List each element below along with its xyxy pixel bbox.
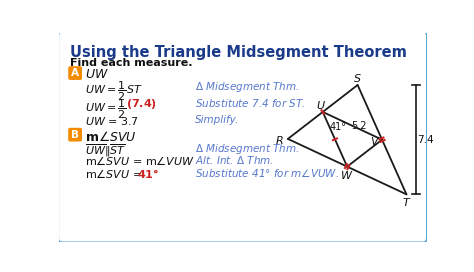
FancyBboxPatch shape bbox=[69, 128, 82, 141]
Text: m$\angle\mathit{SVU}$: m$\angle\mathit{SVU}$ bbox=[85, 130, 137, 144]
Text: $\mathbf{41°}$: $\mathbf{41°}$ bbox=[137, 167, 159, 180]
Text: A: A bbox=[71, 68, 79, 78]
Text: Find each measure.: Find each measure. bbox=[70, 58, 192, 68]
Text: 5.2: 5.2 bbox=[351, 121, 366, 131]
Text: $V$: $V$ bbox=[370, 135, 380, 147]
Text: $\Delta$ Midsegment Thm.: $\Delta$ Midsegment Thm. bbox=[195, 142, 300, 156]
Text: Substitute 7.4 for $\mathit{ST}$.: Substitute 7.4 for $\mathit{ST}$. bbox=[195, 97, 306, 109]
Text: Substitute 41° for m$\angle\mathit{VUW}$.: Substitute 41° for m$\angle\mathit{VUW}$… bbox=[195, 167, 339, 179]
Text: $T$: $T$ bbox=[401, 196, 411, 208]
Text: 7.4: 7.4 bbox=[418, 135, 434, 145]
Text: $S$: $S$ bbox=[353, 72, 362, 84]
Text: $\mathit{UW} = \dfrac{1}{2}$: $\mathit{UW} = \dfrac{1}{2}$ bbox=[85, 97, 127, 121]
Text: Alt. Int. $\Delta$ Thm.: Alt. Int. $\Delta$ Thm. bbox=[195, 154, 273, 166]
Text: $U$: $U$ bbox=[316, 99, 326, 111]
Text: 41°: 41° bbox=[330, 122, 347, 132]
Text: $R$: $R$ bbox=[275, 134, 283, 146]
Text: $\mathit{UW}$ = 3.7: $\mathit{UW}$ = 3.7 bbox=[85, 115, 138, 127]
Text: $W$: $W$ bbox=[340, 169, 354, 181]
Text: $\mathit{UW} = \dfrac{1}{2}\mathit{ST}$: $\mathit{UW} = \dfrac{1}{2}\mathit{ST}$ bbox=[85, 80, 143, 103]
Text: Simplify.: Simplify. bbox=[195, 115, 239, 125]
Text: $\mathit{UW}$: $\mathit{UW}$ bbox=[85, 68, 109, 81]
FancyBboxPatch shape bbox=[69, 67, 82, 79]
Text: Using the Triangle Midsegment Theorem: Using the Triangle Midsegment Theorem bbox=[70, 45, 407, 60]
Text: $\Delta$ Midsegment Thm.: $\Delta$ Midsegment Thm. bbox=[195, 80, 300, 94]
FancyBboxPatch shape bbox=[58, 31, 428, 243]
Text: $\mathbf{(7.4)}$: $\mathbf{(7.4)}$ bbox=[126, 97, 157, 111]
Text: m$\angle\mathit{SVU}$ =: m$\angle\mathit{SVU}$ = bbox=[85, 167, 143, 180]
Text: B: B bbox=[71, 130, 79, 140]
Text: m$\angle\mathit{SVU}$ = m$\angle\mathit{VUW}$: m$\angle\mathit{SVU}$ = m$\angle\mathit{… bbox=[85, 154, 195, 167]
Text: $\overline{\mathit{UW}} \| \overline{\mathit{ST}}$: $\overline{\mathit{UW}} \| \overline{\ma… bbox=[85, 142, 126, 159]
